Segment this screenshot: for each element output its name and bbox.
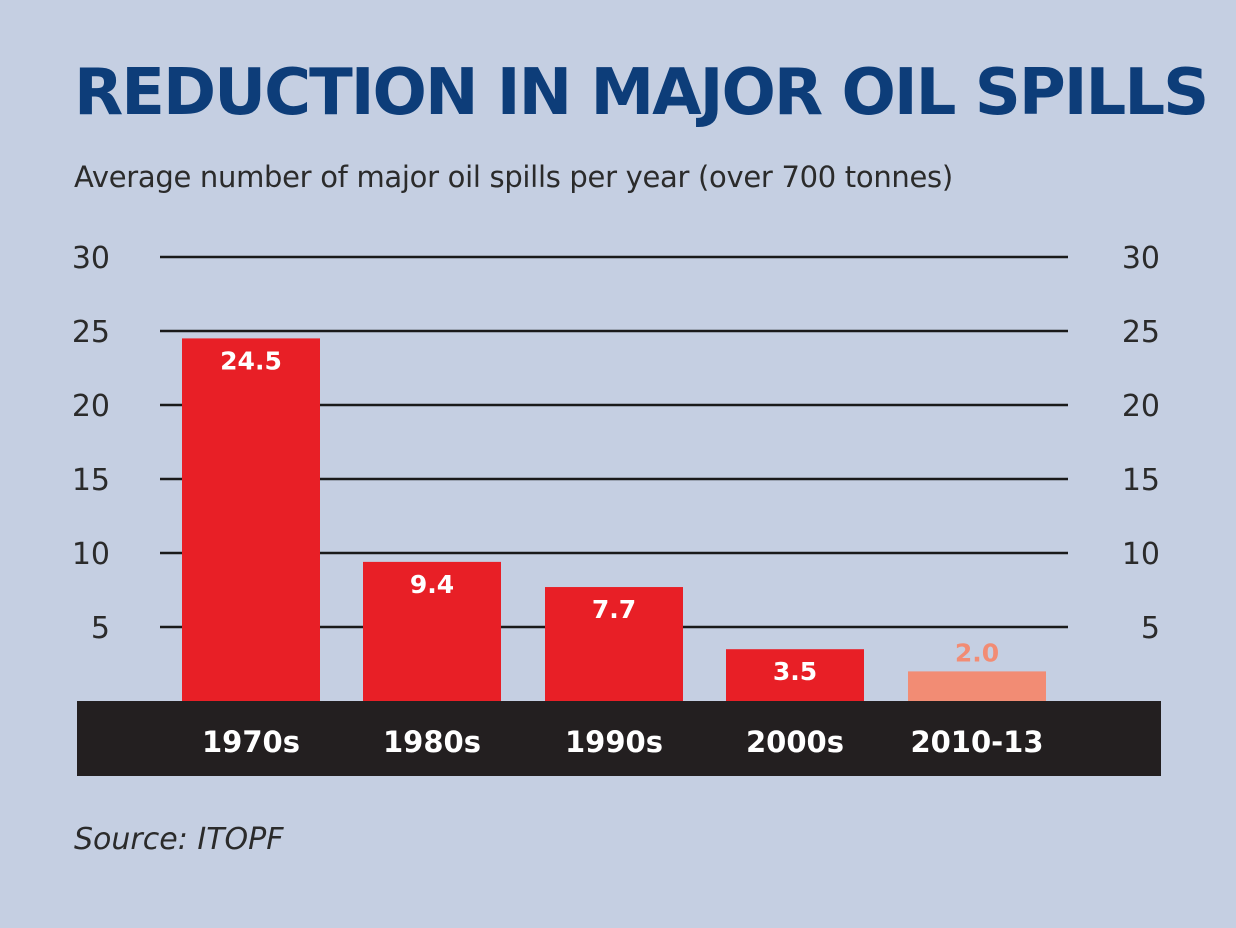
chart-subtitle: Average number of major oil spills per y… bbox=[74, 160, 953, 194]
bar-1970s bbox=[182, 338, 320, 703]
y-tick-right-20: 20 bbox=[1122, 389, 1160, 424]
bars: 24.5 9.4 7.7 3.5 2.0 bbox=[182, 338, 1046, 703]
y-tick-left-25: 25 bbox=[72, 315, 110, 350]
value-label-2000s: 3.5 bbox=[773, 657, 817, 686]
y-tick-right-30: 30 bbox=[1122, 241, 1160, 276]
y-axis-left: 5 10 15 20 25 30 bbox=[72, 241, 110, 646]
bar-chart: 5 10 15 20 25 30 5 10 15 20 25 30 24.5 9.4 7.7 3.5 2.0… bbox=[72, 241, 1161, 776]
value-label-1980s: 9.4 bbox=[410, 570, 454, 599]
y-tick-left-30: 30 bbox=[72, 241, 110, 276]
category-label-2000s: 2000s bbox=[746, 725, 844, 759]
category-label-2010-13: 2010-13 bbox=[910, 725, 1043, 759]
y-tick-right-25: 25 bbox=[1122, 315, 1160, 350]
category-label-1980s: 1980s bbox=[383, 725, 481, 759]
y-tick-left-20: 20 bbox=[72, 389, 110, 424]
source-note: Source: ITOPF bbox=[74, 822, 284, 857]
y-tick-right-15: 15 bbox=[1122, 463, 1160, 498]
value-label-1990s: 7.7 bbox=[592, 595, 636, 624]
category-labels: 1970s 1980s 1990s 2000s 2010-13 bbox=[202, 725, 1044, 759]
bar-2000s bbox=[726, 649, 864, 703]
y-tick-left-15: 15 bbox=[72, 463, 110, 498]
chart-title: REDUCTION IN MAJOR OIL SPILLS bbox=[74, 56, 1209, 130]
y-tick-left-5: 5 bbox=[91, 611, 110, 646]
y-axis-right: 5 10 15 20 25 30 bbox=[1122, 241, 1160, 646]
bar-1990s bbox=[545, 587, 683, 703]
category-label-1970s: 1970s bbox=[202, 725, 300, 759]
y-tick-right-5: 5 bbox=[1141, 611, 1160, 646]
category-band bbox=[77, 701, 1161, 776]
y-tick-left-10: 10 bbox=[72, 537, 110, 572]
bar-1980s bbox=[363, 561, 501, 703]
y-tick-right-10: 10 bbox=[1122, 537, 1160, 572]
bar-2010-13 bbox=[908, 671, 1046, 703]
category-label-1990s: 1990s bbox=[565, 725, 663, 759]
value-label-2010-13: 2.0 bbox=[955, 638, 999, 667]
value-label-1970s: 24.5 bbox=[220, 346, 282, 375]
